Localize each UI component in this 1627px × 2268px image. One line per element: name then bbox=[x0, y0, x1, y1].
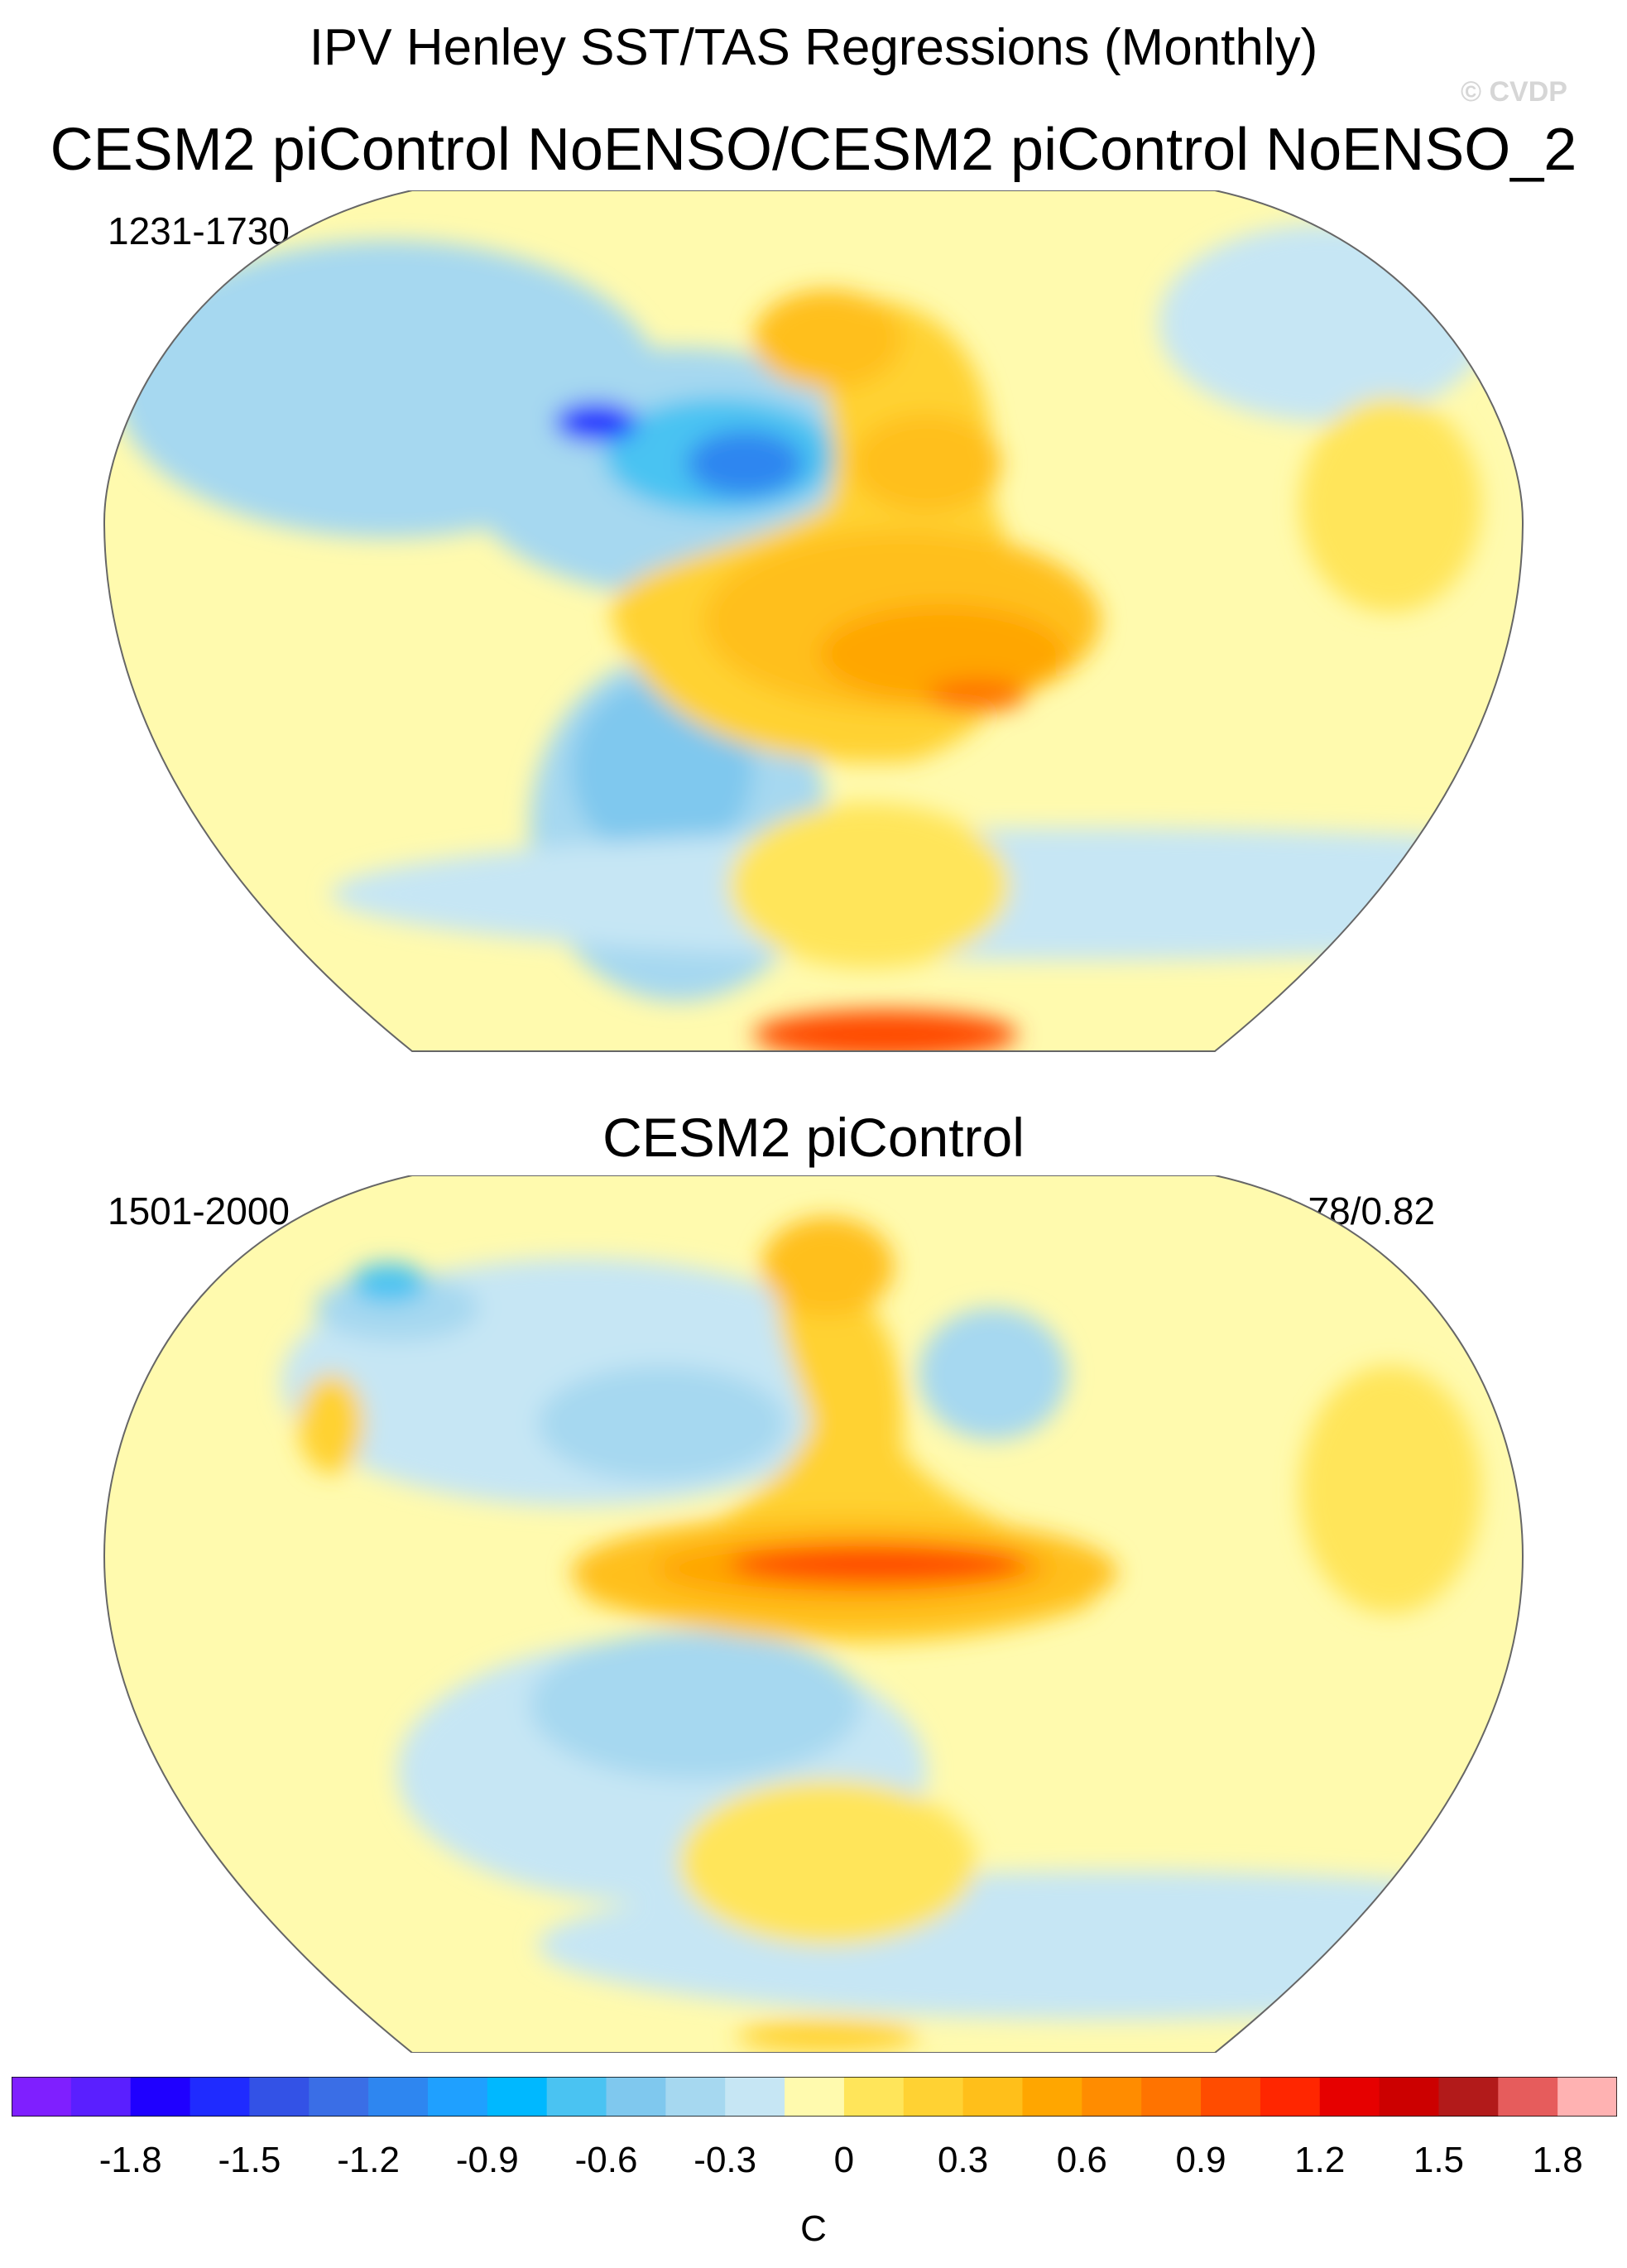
colorbar-tick-label: -1.8 bbox=[98, 2140, 162, 2180]
colorbar-tick-label: 0 bbox=[833, 2140, 855, 2180]
colorbar-swatch bbox=[1498, 2077, 1558, 2117]
watermark: © CVDP bbox=[1461, 76, 1567, 108]
colorbar-swatch bbox=[725, 2077, 785, 2117]
colorbar-swatch bbox=[70, 2077, 132, 2117]
colorbar-units: C bbox=[800, 2208, 827, 2249]
main-title: IPV Henley SST/TAS Regressions (Monthly) bbox=[309, 19, 1318, 76]
colorbar-swatch bbox=[368, 2077, 429, 2117]
colorbar-tick-label: -1.2 bbox=[337, 2140, 401, 2180]
colorbar-swatch bbox=[606, 2077, 666, 2117]
colorbar-tick-label: 1.5 bbox=[1413, 2140, 1465, 2180]
colorbar bbox=[12, 2077, 1617, 2117]
colorbar-tick-label: 0.3 bbox=[938, 2140, 989, 2180]
colorbar-swatch bbox=[1082, 2077, 1142, 2117]
panel1-map bbox=[103, 190, 1524, 1052]
colorbar-swatch bbox=[249, 2077, 310, 2117]
colorbar-tick-label: -1.5 bbox=[218, 2140, 281, 2180]
colorbar-tick-label: -0.6 bbox=[574, 2140, 638, 2180]
panel1-title: CESM2 piControl NoENSO/CESM2 piControl N… bbox=[50, 117, 1577, 183]
colorbar-swatch bbox=[1379, 2077, 1439, 2117]
colorbar-swatch bbox=[1438, 2077, 1499, 2117]
colorbar-tick-label: -0.3 bbox=[694, 2140, 757, 2180]
colorbar-swatch bbox=[1141, 2077, 1202, 2117]
colorbar-tick-label: 0.9 bbox=[1175, 2140, 1226, 2180]
colorbar-tick-label: 0.6 bbox=[1056, 2140, 1107, 2180]
colorbar-swatch bbox=[190, 2077, 250, 2117]
colorbar-swatch bbox=[1022, 2077, 1082, 2117]
colorbar-swatch bbox=[546, 2077, 607, 2117]
colorbar-swatch bbox=[903, 2077, 964, 2117]
colorbar-swatch bbox=[487, 2077, 548, 2117]
colorbar-tick-label: -0.9 bbox=[455, 2140, 519, 2180]
panel2-map bbox=[103, 1175, 1524, 2053]
panel2-period: 1501-2000 bbox=[108, 1189, 290, 1233]
colorbar-swatch bbox=[785, 2077, 845, 2117]
colorbar-swatch bbox=[130, 2077, 191, 2117]
colorbar-swatch bbox=[843, 2077, 905, 2117]
colorbar-swatch bbox=[665, 2077, 726, 2117]
colorbar-tick-label: 1.2 bbox=[1294, 2140, 1346, 2180]
colorbar-swatch bbox=[1201, 2077, 1261, 2117]
colorbar-swatch bbox=[1319, 2077, 1380, 2117]
colorbar-swatch bbox=[12, 2077, 72, 2117]
colorbar-swatch bbox=[962, 2077, 1023, 2117]
colorbar-swatch bbox=[309, 2077, 369, 2117]
colorbar-swatch bbox=[1557, 2077, 1617, 2117]
panel1-period: 1231-1730 bbox=[108, 209, 290, 252]
colorbar-tick-label: 1.8 bbox=[1532, 2140, 1583, 2180]
panel2-title: CESM2 piControl bbox=[602, 1107, 1025, 1168]
colorbar-swatch bbox=[427, 2077, 488, 2117]
colorbar-swatch bbox=[1260, 2077, 1321, 2117]
